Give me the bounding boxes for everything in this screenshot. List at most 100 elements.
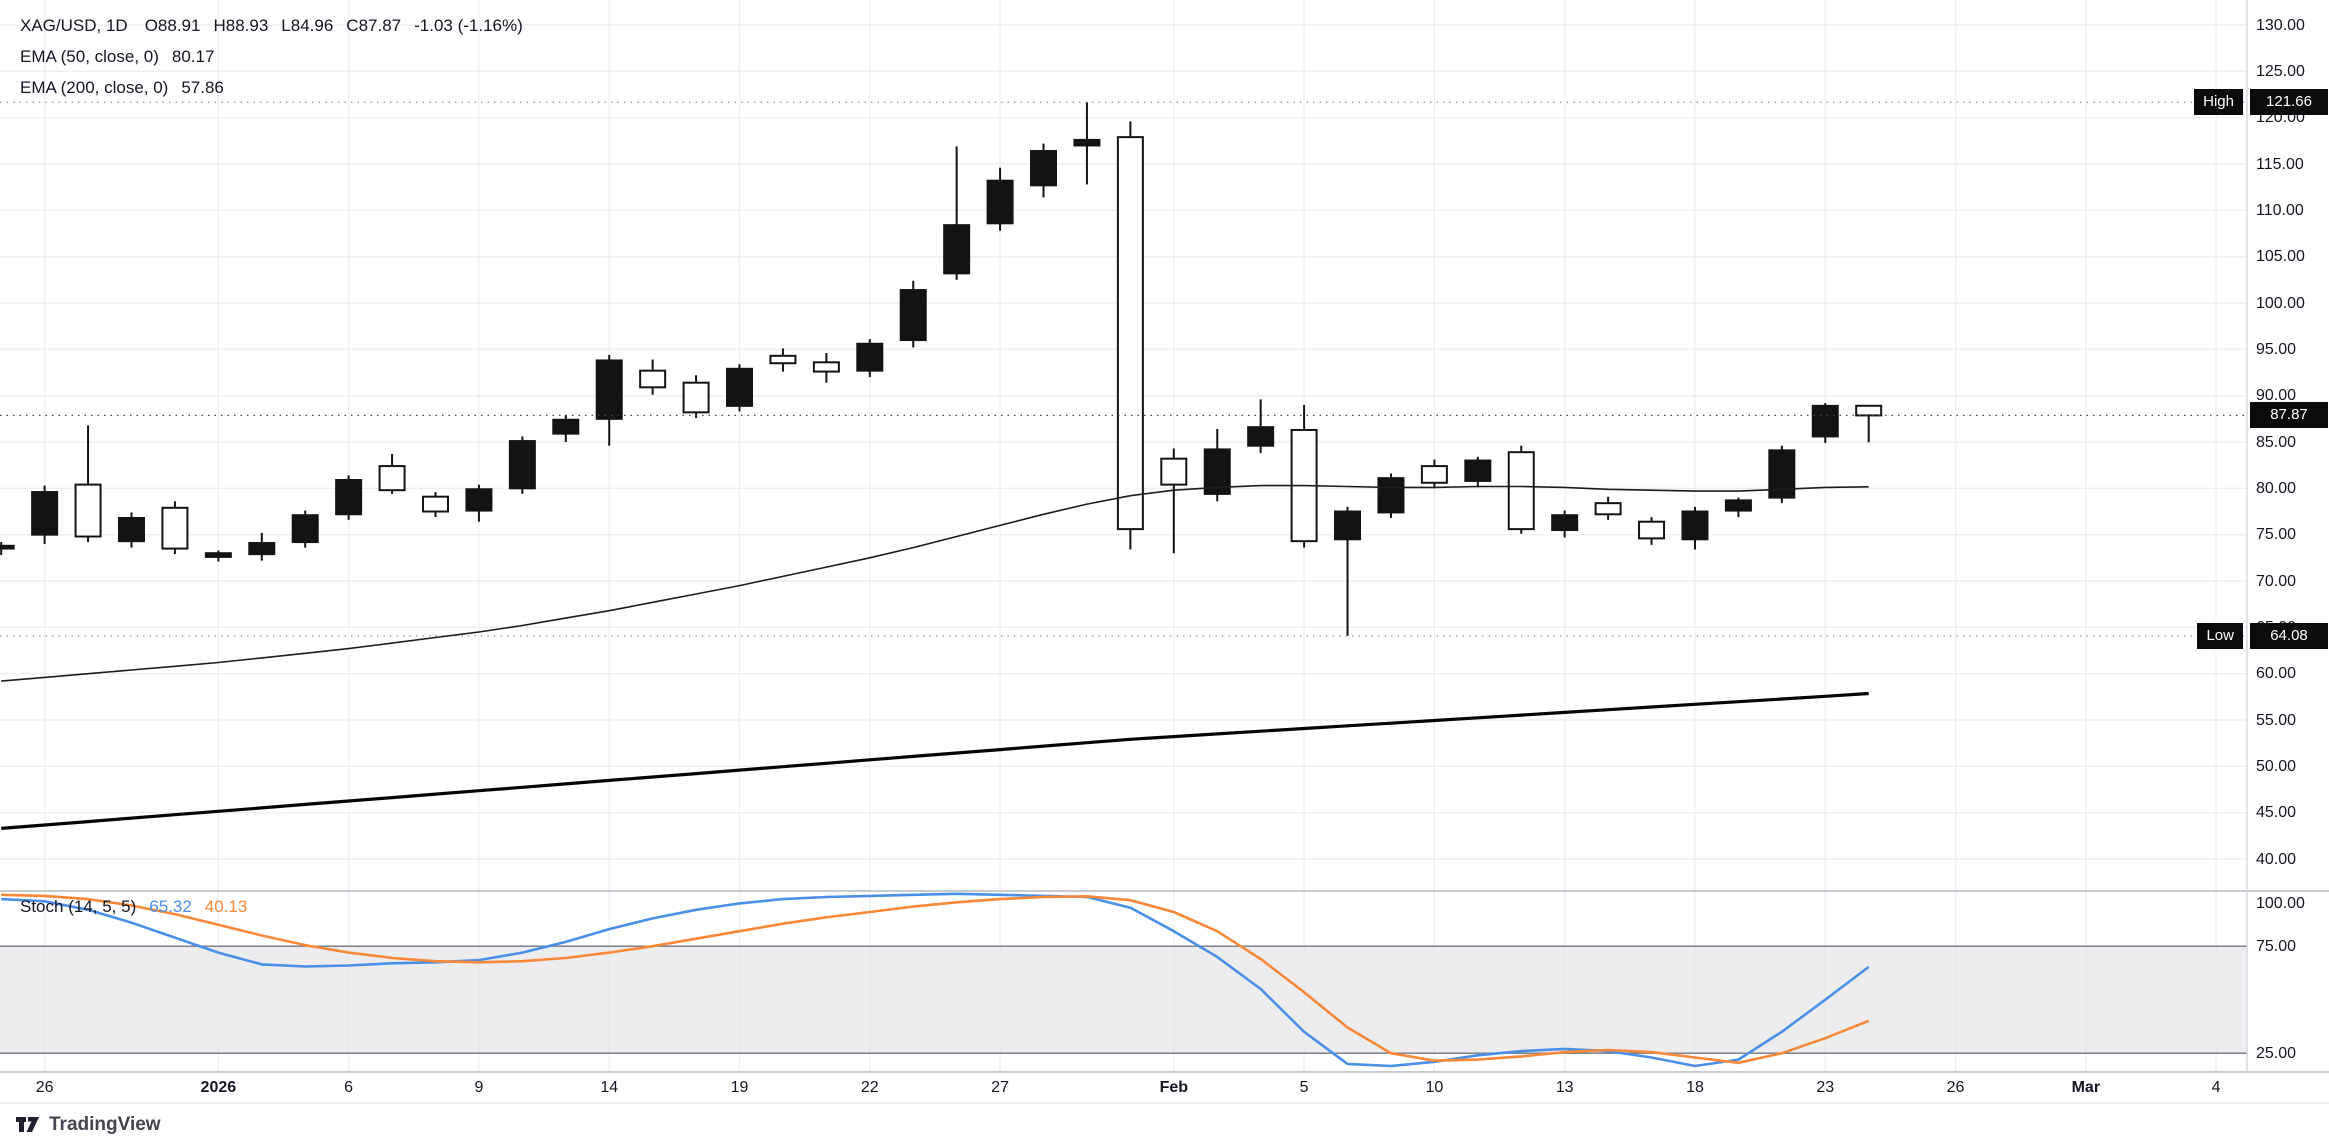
candle [639, 359, 667, 395]
ema50-label[interactable]: EMA (50, close, 0) [20, 46, 159, 66]
price-axis[interactable]: 130.00 125.00 120.00 115.00 110.00 105.00 100.… [2247, 0, 2329, 1072]
close-value: C87.87 [346, 15, 402, 35]
time-tick-label: 10 [1425, 1079, 1444, 1096]
stoch-d-line [1, 893, 1870, 1065]
candle [769, 348, 797, 372]
candle [1160, 448, 1188, 554]
high-label-badge: High [2194, 89, 2243, 116]
candle [1203, 429, 1231, 502]
time-tick-label: 27 [991, 1079, 1009, 1096]
stoch-k-value: 65.32 [149, 897, 192, 916]
candles-layer [0, 102, 1883, 636]
time-tick-label: Mar [2071, 1079, 2101, 1096]
candle [1551, 510, 1579, 538]
candle [1247, 399, 1275, 454]
time-tick-label: 6 [344, 1079, 354, 1096]
time-tick-label: 18 [1686, 1079, 1704, 1096]
tradingview-logo-icon[interactable] [16, 1116, 40, 1134]
stoch-d-value: 40.13 [204, 897, 248, 916]
candle [291, 510, 319, 548]
price-tick-label: 130.00 [2256, 16, 2305, 34]
time-tick-label: 4 [2211, 1079, 2221, 1096]
candle [1681, 506, 1709, 550]
candle [1116, 121, 1144, 550]
time-tick-label: 22 [860, 1079, 879, 1096]
time-tick-label: 23 [1816, 1079, 1835, 1096]
ema200-value: 57.86 [181, 77, 224, 97]
candle [899, 280, 927, 348]
pane-borders-layer [0, 0, 2329, 1104]
symbol-row: XAG/USD, 1D O88.91 H88.93 L84.96 C87.87 … [20, 10, 523, 41]
ema-50-line [1, 484, 1869, 682]
ema200-row: EMA (200, close, 0) 57.86 [20, 72, 523, 103]
price-levels-layer [0, 101, 2247, 637]
price-tick-label: 55.00 [2256, 711, 2297, 729]
tradingview-brand[interactable]: TradingView [49, 1114, 161, 1135]
candle [812, 353, 840, 383]
time-axis[interactable]: 26 2026 6 9 14 19 22 27 Feb 5 10 13 18 23 26 Mar 4 [0, 1072, 2329, 1103]
time-tick-label: 19 [730, 1079, 749, 1096]
candle [204, 550, 232, 562]
candle [1811, 403, 1839, 443]
candle [1724, 497, 1752, 518]
time-tick-label: 2026 [200, 1079, 237, 1096]
time-tick-label: 5 [1299, 1079, 1309, 1096]
low-label-badge: Low [2197, 622, 2243, 649]
ema200-label[interactable]: EMA (200, close, 0) [20, 77, 169, 97]
low-price-badge: 64.08 [2250, 622, 2328, 649]
candle [508, 436, 536, 494]
symbol-title[interactable]: XAG/USD, 1D [20, 15, 128, 35]
stoch-tick-label: 25.00 [2256, 1044, 2297, 1062]
candle [552, 415, 580, 443]
price-tick-label: 90.00 [2256, 387, 2297, 405]
candle [422, 492, 449, 518]
candle [161, 501, 189, 555]
stoch-tick-label: 100.00 [2256, 895, 2305, 912]
price-tick-label: 70.00 [2256, 572, 2297, 590]
time-tick-label: Feb [1159, 1079, 1189, 1096]
ema-200-line [1, 691, 1869, 830]
candle [465, 484, 493, 522]
candle [0, 542, 15, 556]
last-price-badge: 87.87 [2250, 402, 2328, 429]
price-tick-label: 105.00 [2256, 248, 2305, 266]
candle [1334, 506, 1362, 636]
price-tick-label: 40.00 [2256, 850, 2297, 868]
stoch-label[interactable]: Stoch (14, 5, 5) [20, 897, 137, 916]
candle [1507, 445, 1535, 534]
stoch-k-line [1, 892, 1870, 1068]
candle [31, 485, 59, 544]
candle [117, 512, 145, 548]
price-tick-label: 125.00 [2256, 62, 2305, 80]
price-tick-label: 50.00 [2256, 757, 2297, 775]
price-tick-label: 85.00 [2256, 433, 2297, 451]
time-tick-label: 14 [600, 1079, 619, 1096]
candle [1855, 404, 1883, 443]
candle [943, 146, 971, 280]
candle [1594, 496, 1622, 520]
price-tick-label: 100.00 [2256, 294, 2305, 312]
price-tick-label: 115.00 [2256, 155, 2304, 173]
candle [726, 364, 754, 412]
candle [1638, 517, 1666, 545]
time-tick-label: 9 [474, 1079, 484, 1096]
footer-bar: TradingView [0, 1104, 2329, 1146]
candle [856, 339, 884, 378]
candle [1768, 445, 1796, 504]
candle [248, 532, 276, 561]
candle [335, 475, 363, 520]
candle [74, 425, 102, 543]
ema50-value: 80.17 [171, 46, 215, 66]
high-price-badge: 121.66 [2250, 89, 2328, 116]
candle [378, 454, 406, 494]
candle [682, 375, 710, 418]
ema-overlays-layer [1, 484, 1869, 830]
candle [1464, 456, 1492, 488]
open-value: O88.91 [144, 15, 201, 35]
price-tick-label: 110.00 [2256, 201, 2304, 219]
change-value: -1.03 (-1.16%) [414, 15, 523, 35]
stochastic-legend: Stoch (14, 5, 5) 65.32 40.13 [20, 897, 247, 917]
chart-legend: XAG/USD, 1D O88.91 H88.93 L84.96 C87.87 … [20, 10, 523, 103]
